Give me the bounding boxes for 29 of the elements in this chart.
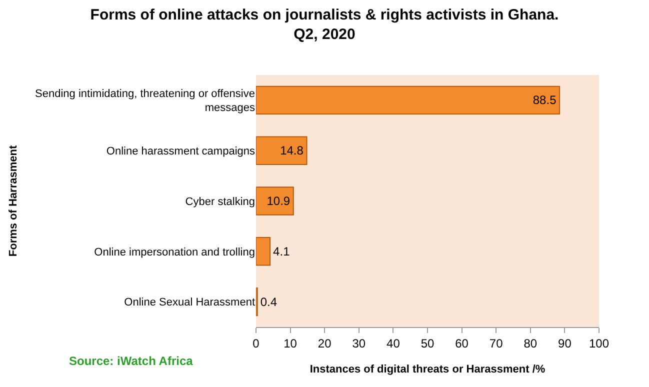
y-tick-label: Online impersonation and trolling: [94, 246, 255, 258]
chart-title: Forms of online attacks on journalists & rights activists in Ghana. Q2, 2020: [90, 6, 559, 43]
data-label: 0.4: [260, 294, 278, 309]
data-label: 4.1: [273, 244, 290, 258]
y-tick-label: Online harassment campaigns: [106, 145, 256, 158]
y-tick-label: Sending intimidating, threatening or offensive messages: [35, 88, 256, 114]
x-tick-label: 50: [420, 336, 434, 350]
bar: [256, 86, 560, 115]
bar: [256, 186, 294, 216]
x-tick-label: 100: [588, 336, 610, 350]
x-tick-label: 90: [558, 336, 572, 350]
y-axis-title: Forms of Harrasment: [8, 145, 20, 257]
data-label: 88.5: [532, 93, 557, 108]
y-tick-label: Cyber stalking: [185, 196, 255, 208]
source-note: Source: iWatch Africa: [69, 354, 194, 368]
x-tick-label: 60: [455, 336, 469, 350]
x-tick-label: 20: [318, 336, 332, 350]
x-tick-label: 10: [284, 336, 298, 350]
x-tick-label: 40: [386, 336, 400, 350]
x-axis-title: Instances of digital threats or Harassment /%: [310, 364, 546, 376]
bar: [256, 136, 308, 165]
x-tick-label: 30: [352, 336, 366, 350]
x-tick-label: 0: [252, 336, 260, 350]
data-label: 10.9: [266, 194, 290, 208]
bar: [256, 237, 271, 266]
x-tick-label: 70: [489, 336, 504, 350]
data-label: 14.8: [280, 144, 304, 158]
x-tick-label: 80: [524, 336, 538, 350]
y-tick-label: Online Sexual Harassment: [124, 296, 255, 309]
